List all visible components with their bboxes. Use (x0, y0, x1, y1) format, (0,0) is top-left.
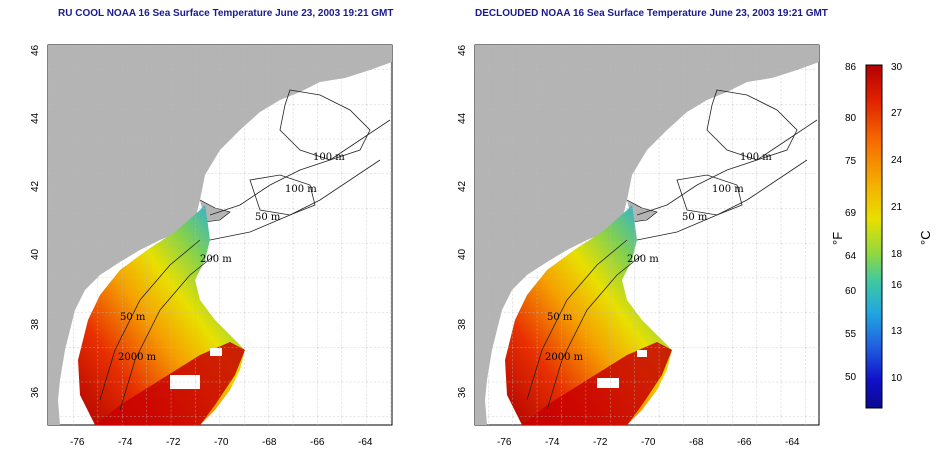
right-contour-label-2000: 2000 m (545, 352, 584, 363)
left-lon-tick: -64 (358, 437, 373, 448)
left-lon-tick: -72 (166, 437, 181, 448)
right-lon-tick: -76 (497, 437, 512, 448)
left-lat-tick: 42 (30, 180, 41, 192)
colorbar-c-tick: 30 (891, 62, 903, 73)
right-contour-1 (636, 119, 818, 216)
right-contour-label-50: 50 m (682, 212, 708, 223)
left-contour-3 (99, 239, 201, 401)
right-lon-tick: -70 (641, 437, 656, 448)
left-lon-axis: -76 -74 -72 -70 -68 -66 -64 (70, 437, 373, 448)
left-lat-tick: 38 (30, 318, 41, 330)
right-contour-5 (706, 89, 798, 161)
colorbar-c-tick: 16 (891, 280, 903, 291)
colorbar: 86 80 75 69 64 60 55 50 30 27 24 21 18 1… (830, 62, 933, 409)
left-lon-tick: -74 (118, 437, 133, 448)
colorbar-f-tick: 75 (845, 156, 857, 167)
colorbar-c-tick: 18 (891, 249, 903, 260)
colorbar-fahrenheit-ticks: 86 80 75 69 64 60 55 50 (845, 62, 857, 383)
right-contour-label-100a: 100 m (740, 152, 772, 163)
right-lat-tick: 38 (457, 318, 468, 330)
right-contour-label-50b: 50 m (547, 312, 573, 323)
right-lat-tick: 36 (457, 386, 468, 398)
colorbar-c-tick: 21 (891, 202, 903, 213)
left-contour-5 (279, 89, 371, 161)
left-lat-tick: 46 (30, 44, 41, 56)
left-contour-2 (209, 159, 381, 241)
left-lat-tick: 40 (30, 248, 41, 260)
right-lon-tick: -74 (545, 437, 560, 448)
left-lat-axis: 36 38 40 42 44 46 (30, 44, 41, 398)
right-contour-6 (676, 174, 743, 216)
colorbar-f-tick: 50 (845, 372, 857, 383)
left-lon-tick: -66 (310, 437, 325, 448)
right-lon-axis: -76 -74 -72 -70 -68 -66 -64 (497, 437, 800, 448)
left-map-title: RU COOL NOAA 16 Sea Surface Temperature … (58, 8, 394, 19)
right-contour-4 (546, 254, 643, 411)
right-map: 100 m 100 m 50 m 200 m 50 m 2000 m -76 -… (457, 44, 820, 448)
left-contour-1 (209, 119, 391, 216)
colorbar-f-tick: 64 (845, 251, 857, 262)
left-contour-label-50b: 50 m (120, 312, 146, 323)
colorbar-f-tick: 86 (845, 62, 857, 73)
right-contour-label-100b: 100 m (712, 184, 744, 195)
colorbar-c-tick: 24 (891, 155, 903, 166)
right-lon-tick: -72 (593, 437, 608, 448)
left-lat-tick: 36 (30, 386, 41, 398)
left-contour-6 (249, 174, 316, 216)
right-lon-tick: -66 (737, 437, 752, 448)
left-lon-tick: -68 (262, 437, 277, 448)
left-contour-label-100b: 100 m (285, 184, 317, 195)
colorbar-f-tick: 55 (845, 329, 857, 340)
colorbar-c-tick: 13 (891, 326, 903, 337)
left-contour-4 (119, 254, 216, 411)
right-lon-tick: -64 (785, 437, 800, 448)
colorbar-celsius-ticks: 30 27 24 21 18 16 13 10 (891, 62, 903, 384)
colorbar-gradient (865, 64, 883, 409)
right-contour-label-200: 200 m (627, 254, 659, 265)
colorbar-f-tick: 69 (845, 208, 857, 219)
right-map-title: DECLOUDED NOAA 16 Sea Surface Temperatur… (475, 8, 828, 19)
right-lat-axis: 36 38 40 42 44 46 (457, 44, 468, 398)
left-lon-tick: -70 (214, 437, 229, 448)
colorbar-f-tick: 60 (845, 286, 857, 297)
right-lat-tick: 44 (457, 112, 468, 124)
right-contour-2 (636, 159, 808, 241)
colorbar-f-tick: 80 (845, 113, 857, 124)
left-lon-tick: -76 (70, 437, 85, 448)
left-contour-label-2000: 2000 m (118, 352, 157, 363)
right-contour-3 (526, 239, 628, 401)
right-lat-tick: 40 (457, 248, 468, 260)
left-contour-label-100a: 100 m (313, 152, 345, 163)
left-contour-label-50: 50 m (255, 212, 281, 223)
left-lat-tick: 44 (30, 112, 41, 124)
left-map: 100 m 100 m 50 m 200 m 50 m 2000 m -76 -… (30, 44, 393, 448)
colorbar-c-tick: 10 (891, 373, 903, 384)
colorbar-c-label: °C (918, 230, 933, 245)
colorbar-f-label: °F (830, 232, 845, 245)
colorbar-c-tick: 27 (891, 108, 903, 119)
right-lon-tick: -68 (689, 437, 704, 448)
right-lat-tick: 42 (457, 180, 468, 192)
left-contour-label-200: 200 m (200, 254, 232, 265)
right-lat-tick: 46 (457, 44, 468, 56)
